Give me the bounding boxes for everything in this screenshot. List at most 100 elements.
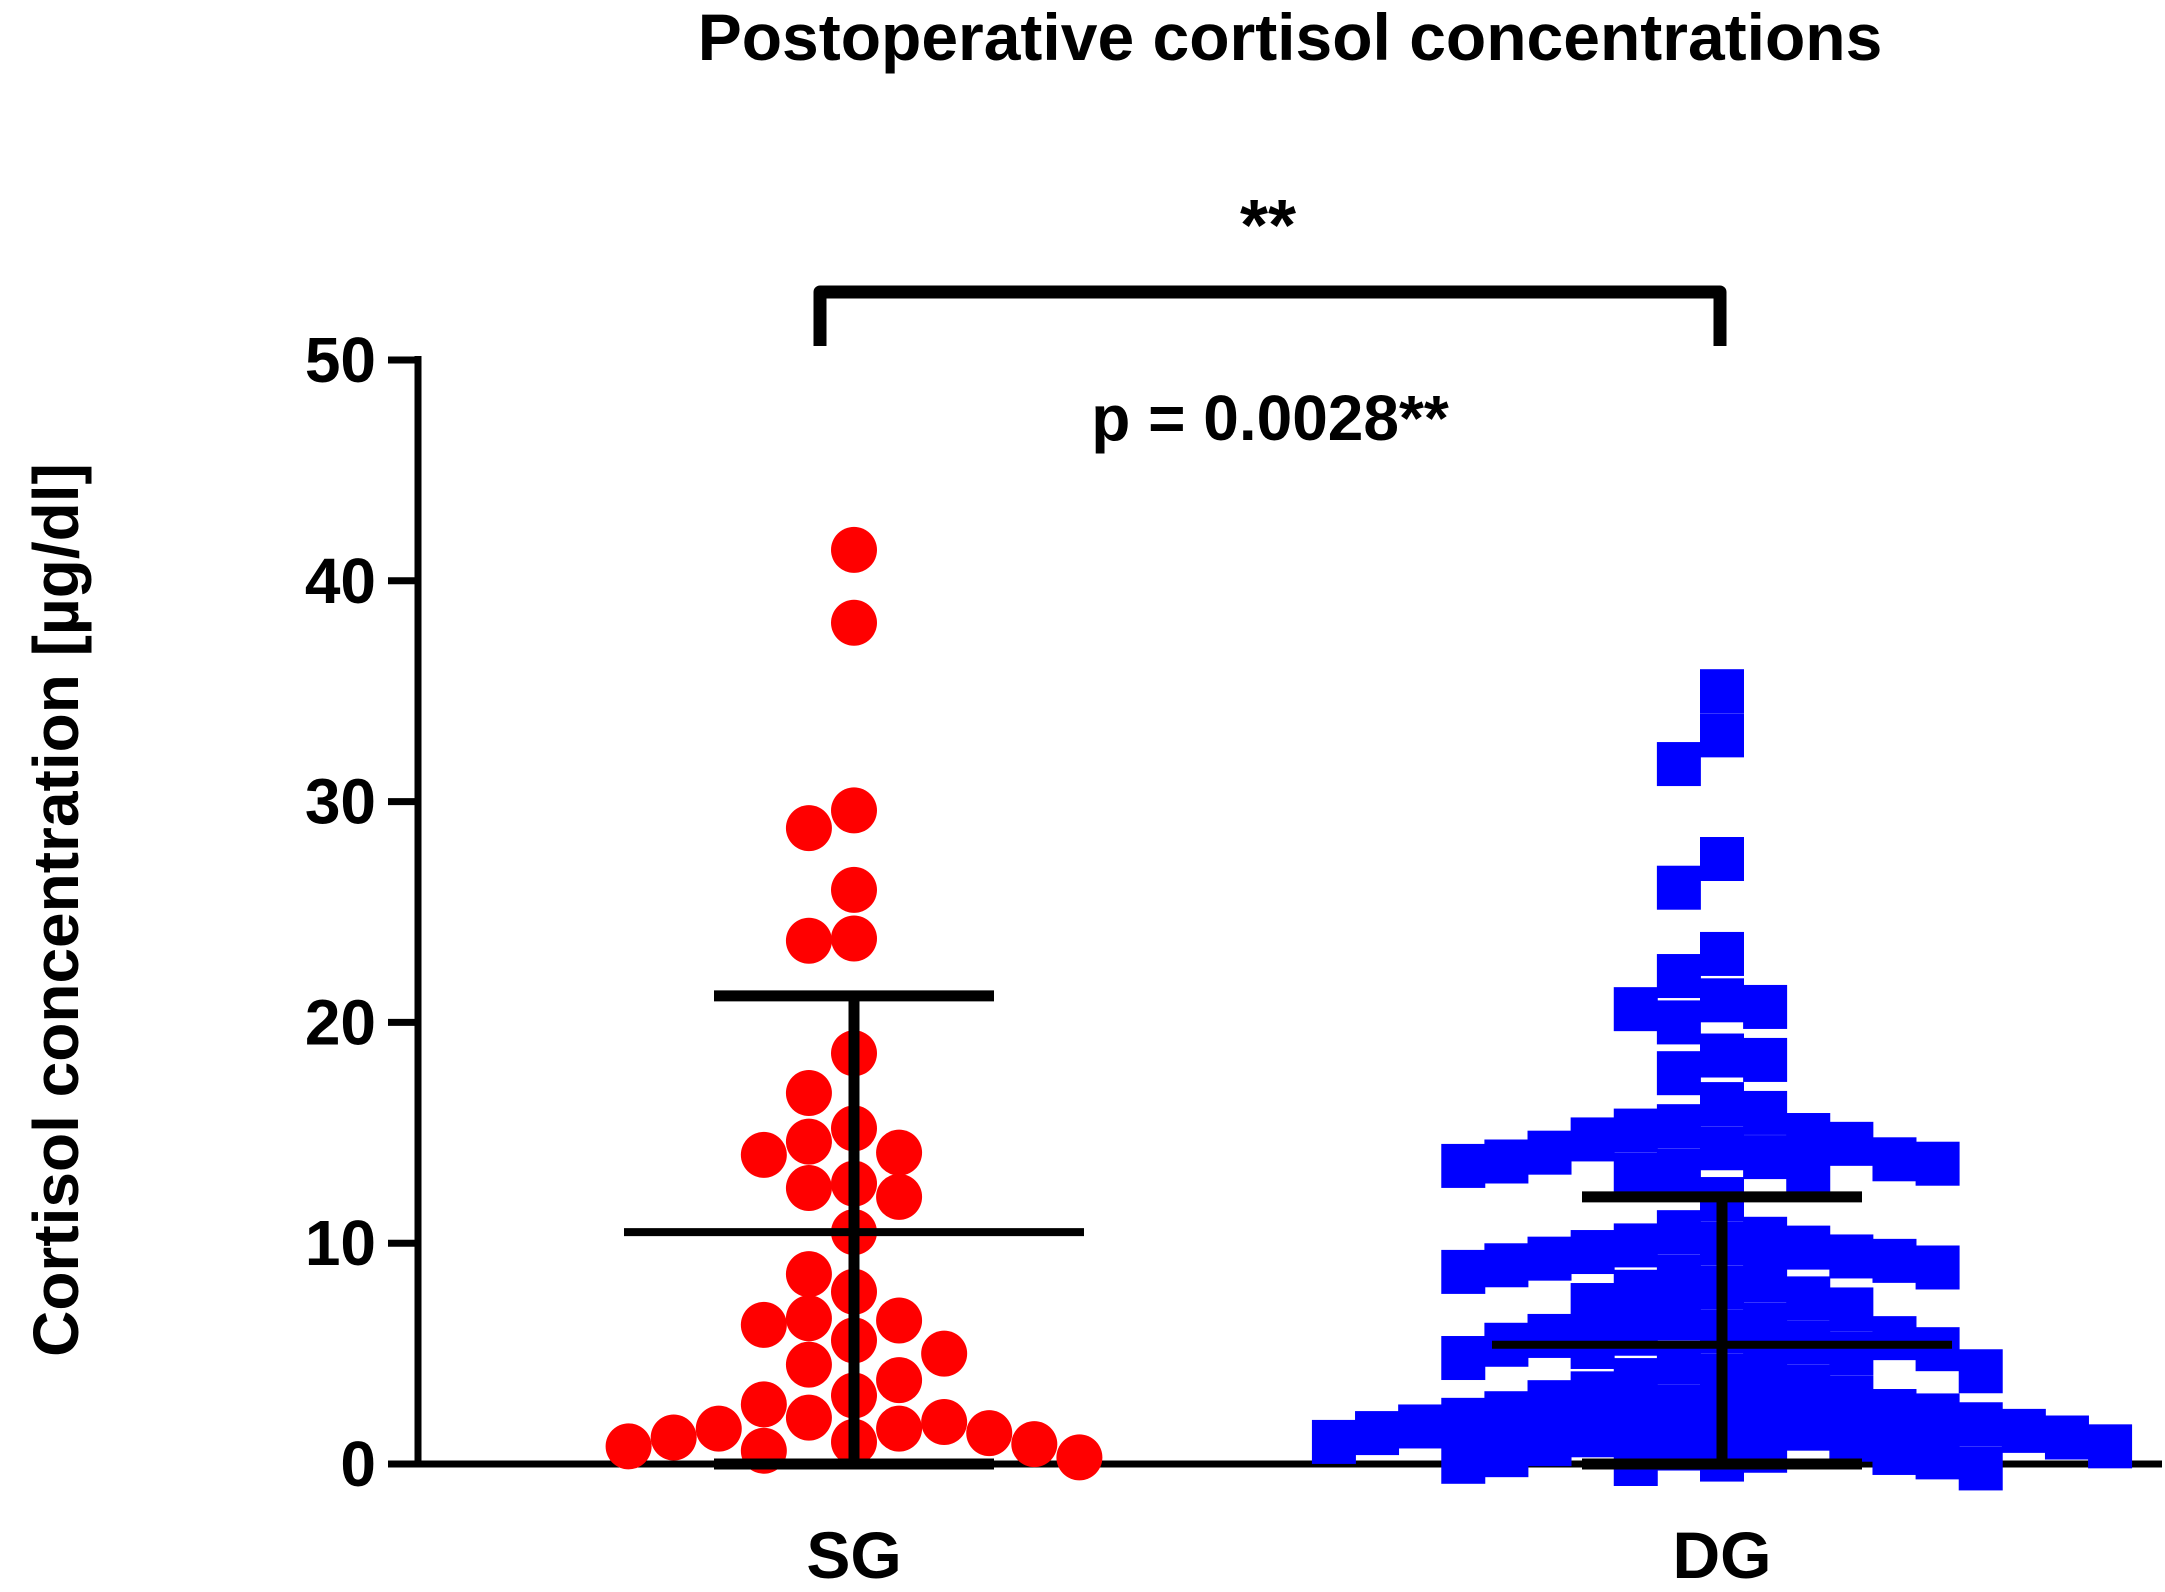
dg-point — [1915, 1245, 1960, 1290]
dg-point — [1527, 1380, 1572, 1425]
dg-point — [1700, 837, 1744, 882]
dg-point — [1613, 987, 1658, 1032]
dg-point — [2088, 1424, 2133, 1469]
sg-point — [831, 787, 877, 834]
dg-point — [1700, 931, 1744, 976]
dg-point — [1656, 742, 1701, 787]
sg-point — [1056, 1434, 1103, 1481]
dg-point — [1915, 1393, 1960, 1438]
dg-point — [1958, 1446, 2003, 1491]
significance-stars: ** — [1240, 186, 1296, 266]
dg-point — [1570, 1117, 1615, 1162]
dg-point — [1958, 1402, 2003, 1447]
dg-point — [1484, 1391, 1529, 1436]
dg-point — [1656, 1051, 1701, 1096]
dg-point — [1829, 1234, 1874, 1279]
y-axis-label: Cortisol concentration [µg/dl] — [20, 463, 92, 1357]
sg-point — [740, 1131, 787, 1178]
dg-point — [1829, 1331, 1874, 1376]
sg-point — [966, 1410, 1013, 1457]
y-tick-label-30: 30 — [305, 766, 376, 838]
dg-point — [1484, 1243, 1529, 1288]
dg-point — [1829, 1287, 1874, 1332]
significance-bracket — [813, 285, 1727, 346]
sg-point — [695, 1405, 742, 1452]
x-tick-label-sg: SG — [806, 1518, 901, 1587]
y-tick-label-0: 0 — [340, 1428, 376, 1500]
dg-point — [1743, 1344, 1788, 1389]
sg-point — [876, 1357, 923, 1404]
dg-point — [1527, 1130, 1572, 1175]
dg-point — [1786, 1113, 1831, 1158]
sg-point — [876, 1173, 923, 1220]
dg-point — [1613, 1108, 1658, 1153]
dg-point — [1786, 1276, 1831, 1321]
y-tick-label-10: 10 — [305, 1207, 376, 1279]
sg-point — [831, 599, 877, 646]
sg-point — [605, 1423, 652, 1470]
dg-point — [1527, 1236, 1572, 1281]
dg-point — [1527, 1313, 1572, 1358]
dg-point — [2001, 1408, 2046, 1453]
sg-point — [785, 1165, 832, 1211]
sg-point — [831, 526, 877, 573]
dg-point — [1613, 1152, 1658, 1197]
dg-point — [1786, 1406, 1831, 1451]
dg-point — [1656, 1000, 1701, 1045]
sg-point — [785, 1394, 832, 1441]
dg-point — [1829, 1417, 1874, 1462]
dg-point — [1743, 1216, 1788, 1261]
sg-point — [921, 1330, 968, 1377]
dg-point — [1958, 1349, 2003, 1394]
dg-point — [1700, 978, 1744, 1023]
dg-point — [1656, 1148, 1701, 1193]
sg-point — [785, 1118, 832, 1165]
sg-point — [785, 917, 832, 964]
dg-point — [1656, 1210, 1701, 1255]
sg-point — [785, 1070, 832, 1117]
dg-point — [1743, 1135, 1788, 1180]
sg-point — [785, 1341, 832, 1388]
sg-point — [876, 1129, 923, 1176]
dg-point — [1872, 1238, 1917, 1283]
dg-point — [1743, 984, 1788, 1029]
sg-point — [876, 1405, 923, 1452]
dg-point — [1743, 1090, 1788, 1135]
dg-point — [1398, 1404, 1443, 1449]
dg-point — [1355, 1411, 1400, 1456]
dg-point — [1915, 1141, 1960, 1186]
dg-point — [1656, 1384, 1701, 1429]
dg-point — [1743, 1302, 1788, 1347]
dg-point — [1441, 1336, 1486, 1381]
sg-point — [785, 805, 832, 852]
dg-point — [1441, 1439, 1486, 1484]
dg-point — [1656, 1254, 1701, 1299]
dg-point — [1786, 1225, 1831, 1270]
sg-point — [1011, 1421, 1058, 1468]
dg-point — [1915, 1327, 1960, 1372]
sg-point — [876, 1297, 923, 1344]
sg-point — [831, 866, 877, 913]
sg-point — [785, 1251, 832, 1298]
dg-point — [1700, 1126, 1744, 1171]
sg-point — [650, 1414, 697, 1461]
dg-point — [1700, 669, 1744, 714]
dg-point — [1570, 1283, 1615, 1328]
dg-point — [1872, 1430, 1917, 1475]
dg-point — [1613, 1269, 1658, 1314]
dg-point — [1743, 1258, 1788, 1303]
dg-point — [1915, 1435, 1960, 1480]
dg-point — [2044, 1415, 2089, 1460]
dg-point — [1311, 1419, 1356, 1464]
sg-point — [831, 915, 877, 962]
dg-point — [1786, 1364, 1831, 1409]
chart-title: Postoperative cortisol concentrations — [698, 0, 1883, 74]
dg-point — [1700, 713, 1744, 758]
y-tick-label-50: 50 — [305, 324, 376, 396]
dg-point — [1570, 1413, 1615, 1458]
dg-point — [1484, 1433, 1529, 1478]
dg-point — [1656, 1104, 1701, 1149]
dg-point — [1441, 1397, 1486, 1442]
